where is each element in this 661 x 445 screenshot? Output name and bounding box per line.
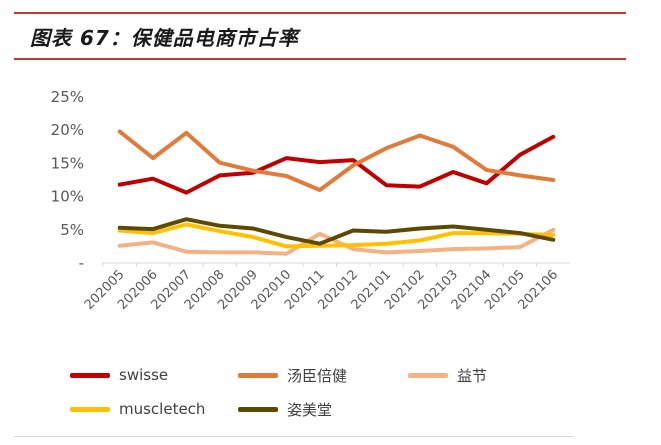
series-line-0 bbox=[117, 134, 556, 195]
legend-item-yijie: 益节 bbox=[408, 364, 487, 386]
series-line-4 bbox=[117, 217, 556, 246]
legend-label-muscletech: muscletech bbox=[119, 400, 206, 418]
y-tick-label: 10% bbox=[51, 188, 84, 206]
legend-swatch-tangchenbeijian bbox=[238, 372, 278, 378]
top-rule bbox=[14, 12, 626, 14]
legend-item-tangchenbeijian: 汤臣倍健 bbox=[238, 364, 347, 386]
y-tick-label: 25% bbox=[51, 88, 84, 106]
series-line-3 bbox=[117, 222, 556, 249]
bottom-divider bbox=[14, 436, 574, 437]
title-rule bbox=[14, 58, 626, 60]
legend-label-tangchenbeijian: 汤臣倍健 bbox=[287, 366, 348, 385]
series-line-1 bbox=[117, 129, 556, 192]
plot-area bbox=[117, 129, 556, 256]
legend-swatch-zimeitang bbox=[238, 406, 278, 412]
y-tick-label: 20% bbox=[51, 121, 84, 139]
legend-swatch-muscletech bbox=[70, 406, 110, 412]
legend-label-swisse: swisse bbox=[119, 366, 169, 384]
y-tick-label: 15% bbox=[51, 154, 84, 172]
legend-label-zimeitang: 姿美堂 bbox=[287, 400, 333, 419]
legend-item-muscletech: muscletech bbox=[70, 398, 205, 420]
legend-swatch-swisse bbox=[70, 372, 110, 378]
y-axis: - 5% 10% 15% 20% 25% bbox=[51, 88, 84, 272]
y-tick-label: - bbox=[79, 254, 84, 272]
legend-item-zimeitang: 姿美堂 bbox=[238, 398, 332, 420]
legend-swatch-yijie bbox=[408, 372, 448, 378]
legend-item-swisse: swisse bbox=[70, 364, 168, 386]
series-line-2 bbox=[117, 227, 556, 256]
legend-label-yijie: 益节 bbox=[457, 366, 488, 385]
chart-title: 图表 67：保健品电商市占率 bbox=[30, 26, 299, 50]
y-tick-label: 5% bbox=[60, 221, 84, 239]
x-axis: 2020052020062020072020082020092020102020… bbox=[82, 262, 570, 313]
